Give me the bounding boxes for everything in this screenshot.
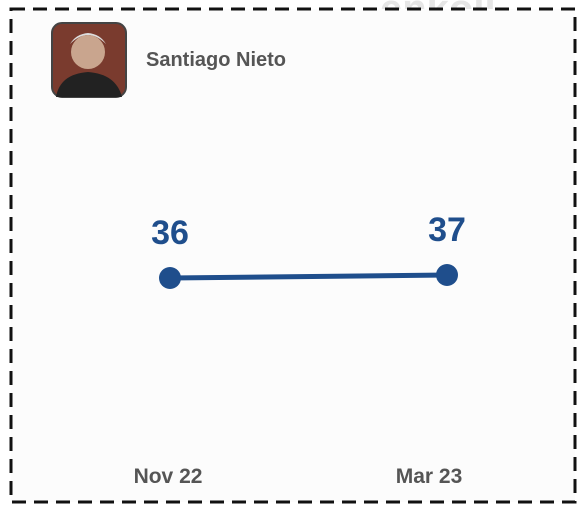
data-label: 37 (428, 211, 466, 249)
line (170, 275, 447, 278)
point (436, 264, 458, 286)
x-tick-label: Mar 23 (396, 465, 463, 488)
avatar (52, 23, 126, 97)
chart: enkoll. enkoll. enkoll. enkoll. enkoll. … (0, 0, 583, 507)
series-name: Santiago Nieto (146, 49, 286, 71)
data-label: 36 (151, 214, 189, 252)
x-tick-label: Nov 22 (134, 465, 203, 488)
point (159, 267, 181, 289)
